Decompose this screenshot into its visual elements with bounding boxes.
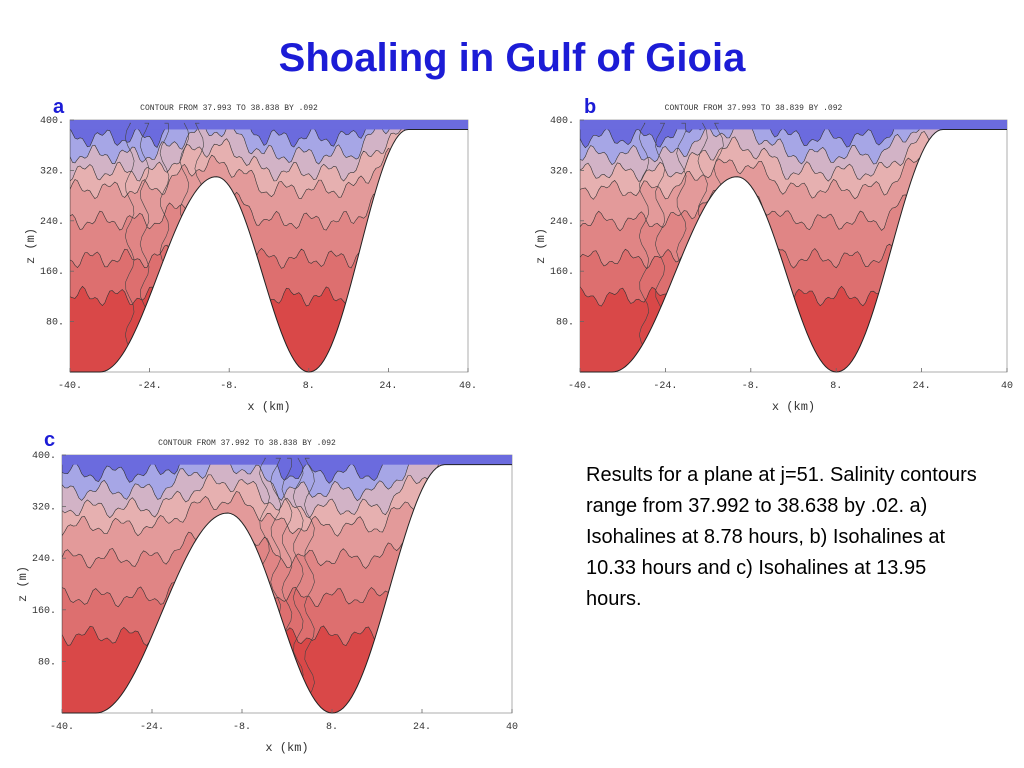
- streak-line: [304, 457, 315, 699]
- y-tick-label: 400.: [32, 451, 56, 462]
- x-tick-label: -24.: [653, 381, 677, 392]
- x-tick-label: -24.: [140, 722, 164, 733]
- y-tick-label: 160.: [32, 606, 56, 617]
- x-tick-label: -24.: [138, 381, 162, 392]
- panel-label-a: a: [53, 96, 65, 118]
- streak-line: [638, 122, 650, 358]
- y-tick-label: 320.: [32, 503, 56, 514]
- contour-title: CONTOUR FROM 37.993 TO 38.839 BY .092: [665, 104, 843, 113]
- x-tick-label: -40.: [58, 381, 82, 392]
- bathymetry-line: [70, 128, 468, 373]
- panel-label-b: b: [584, 96, 597, 118]
- y-axis-label: z (m): [16, 566, 30, 602]
- contour-title: CONTOUR FROM 37.992 TO 38.838 BY .092: [158, 439, 336, 448]
- y-tick-label: 240.: [32, 554, 56, 565]
- streak-line: [124, 122, 135, 358]
- x-tick-label: 40: [1001, 381, 1013, 392]
- slide-title: Shoaling in Gulf of Gioia: [278, 36, 746, 80]
- y-tick-label: 160.: [40, 267, 64, 278]
- y-tick-label: 320.: [550, 166, 574, 177]
- y-tick-label: 240.: [550, 217, 574, 228]
- x-tick-label: -8.: [220, 381, 238, 392]
- x-axis-label: x (km): [772, 400, 815, 414]
- x-tick-label: -40.: [50, 722, 74, 733]
- x-tick-label: -8.: [233, 722, 251, 733]
- plot-c: CONTOUR FROM 37.992 TO 38.838 BY .092 80.…: [16, 439, 518, 755]
- streak-line: [292, 457, 304, 699]
- y-tick-label: 400.: [40, 116, 64, 127]
- x-tick-label: 8.: [830, 381, 842, 392]
- x-tick-label: 8.: [303, 381, 315, 392]
- y-tick-label: 400.: [550, 116, 574, 127]
- x-tick-label: 40.: [459, 381, 477, 392]
- surface-layer: [580, 120, 1007, 130]
- x-tick-label: 24.: [379, 381, 397, 392]
- x-tick-label: 8.: [326, 722, 338, 733]
- y-tick-label: 80.: [46, 318, 64, 329]
- bathymetry-line: [580, 128, 1007, 373]
- x-tick-label: -8.: [742, 381, 760, 392]
- y-tick-label: 160.: [550, 267, 574, 278]
- panel-label-c: c: [44, 429, 56, 451]
- x-tick-label: 40: [506, 722, 518, 733]
- y-tick-label: 80.: [556, 318, 574, 329]
- surface-layer: [62, 455, 512, 465]
- x-axis-label: x (km): [247, 400, 290, 414]
- contour-title: CONTOUR FROM 37.993 TO 38.838 BY .092: [140, 104, 318, 113]
- x-axis-label: x (km): [265, 741, 308, 755]
- plot-b: CONTOUR FROM 37.993 TO 38.839 BY .092 80.…: [534, 104, 1013, 414]
- x-tick-label: -40.: [568, 381, 592, 392]
- x-tick-label: 24.: [913, 381, 931, 392]
- plot-a: CONTOUR FROM 37.993 TO 38.838 BY .092 80.…: [24, 104, 477, 414]
- bathymetry-line: [62, 464, 512, 714]
- surface-layer: [70, 120, 468, 130]
- y-tick-label: 240.: [40, 217, 64, 228]
- y-tick-label: 80.: [38, 657, 56, 668]
- x-tick-label: 24.: [413, 722, 431, 733]
- y-axis-label: z (m): [24, 228, 38, 264]
- caption-text: Results for a plane at j=51. Salinity co…: [586, 464, 977, 610]
- y-axis-label: z (m): [534, 228, 548, 264]
- y-tick-label: 320.: [40, 166, 64, 177]
